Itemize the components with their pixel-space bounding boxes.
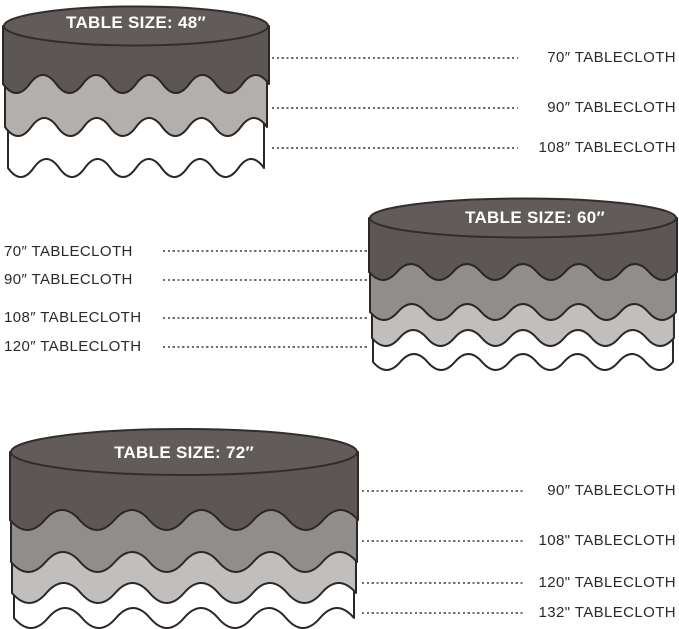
leader-line-60-108: [163, 317, 369, 319]
leader-line-72-120: [362, 582, 523, 584]
tablecloth-label-48-108: 108″ TABLECLOTH: [538, 139, 676, 156]
tablecloth-label-72-90: 90″ TABLECLOTH: [547, 482, 676, 499]
leader-line-60-70: [163, 250, 369, 252]
tablecloth-label-60-70: 70″ TABLECLOTH: [4, 243, 133, 260]
leader-line-72-108: [362, 540, 523, 542]
tablecloth-label-48-90: 90″ TABLECLOTH: [547, 99, 676, 116]
table-60-size-title: TABLE SIZE: 60″: [465, 208, 605, 227]
tablecloth-label-72-120: 120" TABLECLOTH: [538, 574, 676, 591]
tablecloth-label-72-132: 132" TABLECLOTH: [538, 604, 676, 621]
leader-line-72-90: [362, 490, 523, 492]
tablecloth-label-72-108: 108" TABLECLOTH: [538, 532, 676, 549]
table-60-illustration: [368, 197, 678, 371]
table-72-illustration: [9, 428, 359, 629]
leader-line-48-90: [272, 107, 518, 109]
table-72-size-title: TABLE SIZE: 72″: [114, 443, 254, 462]
table-48-illustration: [2, 5, 270, 178]
leader-line-60-120: [163, 346, 369, 348]
tablecloth-label-48-70: 70″ TABLECLOTH: [547, 49, 676, 66]
leader-line-48-108: [272, 147, 518, 149]
table-48-size-title: TABLE SIZE: 48″: [66, 13, 206, 32]
leader-line-48-70: [272, 57, 518, 59]
tablecloth-label-60-120: 120″ TABLECLOTH: [4, 338, 142, 355]
leader-line-72-132: [362, 612, 523, 614]
tablecloth-label-60-90: 90″ TABLECLOTH: [4, 271, 133, 288]
leader-line-60-90: [163, 279, 369, 281]
tablecloth-label-60-108: 108″ TABLECLOTH: [4, 309, 142, 326]
